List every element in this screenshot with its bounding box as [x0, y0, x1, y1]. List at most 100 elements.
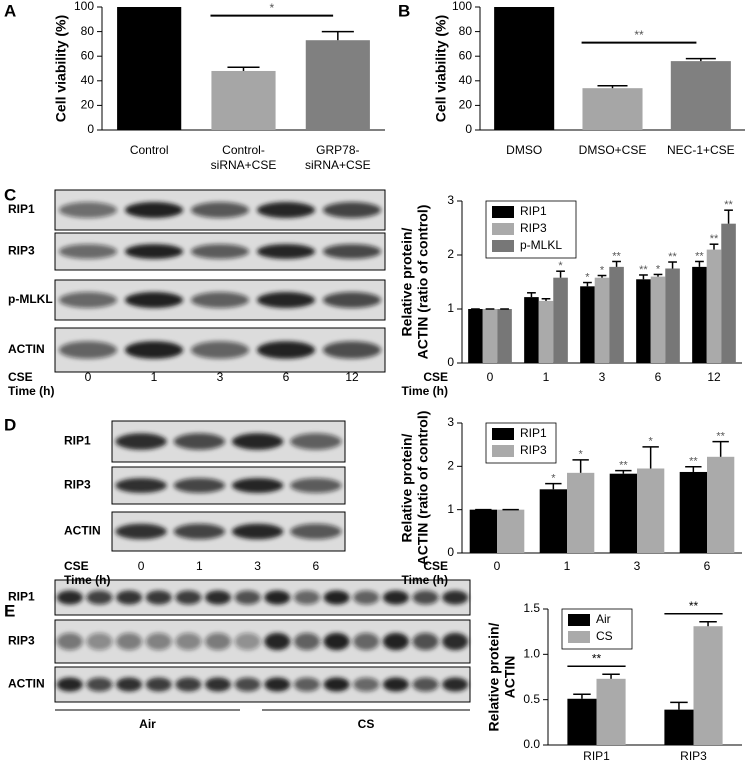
panel-letter: D: [4, 415, 16, 434]
legend-swatch: [492, 223, 514, 235]
x-tick-label: siRNA+CSE: [305, 158, 371, 172]
band: [115, 478, 167, 493]
band: [175, 590, 202, 605]
bar: [706, 249, 722, 363]
bar: [637, 468, 665, 553]
band: [190, 292, 250, 308]
bar: [468, 309, 483, 363]
band: [115, 433, 167, 450]
lane-label: 12: [345, 370, 359, 384]
band: [290, 433, 342, 450]
band: [58, 292, 118, 308]
lane-label: 0: [138, 559, 145, 573]
bar: [665, 268, 680, 363]
y-tick-label: 80: [459, 24, 473, 38]
x-tick-label: 6: [704, 559, 711, 573]
y-tick-label: 3: [447, 415, 454, 429]
band: [116, 590, 143, 605]
y-tick-label: 1.0: [523, 647, 540, 661]
band: [124, 292, 184, 308]
significance-label: *: [579, 449, 584, 461]
bar: [497, 309, 512, 363]
bar: [567, 698, 597, 745]
y-axis-label: ACTIN (ratio of control): [415, 411, 431, 566]
bar: [524, 297, 539, 363]
band: [116, 677, 143, 692]
significance-label: *: [551, 473, 556, 485]
blot-row-label: ACTIN: [64, 524, 101, 538]
legend-swatch: [492, 428, 514, 440]
bar: [636, 279, 651, 363]
x-tick-label: Control-: [222, 143, 265, 157]
blot-bands: [56, 677, 469, 692]
panel-letter: E: [4, 601, 15, 620]
band: [124, 341, 184, 359]
blot-row-label: ACTIN: [8, 342, 45, 356]
lane-label: 1: [151, 370, 158, 384]
y-tick-label: 0.5: [523, 692, 540, 706]
band: [204, 590, 232, 605]
y-tick-label: 20: [81, 98, 95, 112]
significance-label: **: [668, 251, 677, 263]
y-tick-label: 100: [452, 0, 472, 13]
bar: [567, 472, 595, 553]
band: [442, 590, 469, 605]
x-tick-label: GRP78-: [316, 143, 359, 157]
band: [442, 677, 469, 692]
lane-label: 3: [217, 370, 224, 384]
panel-letter: B: [398, 1, 410, 20]
band: [382, 677, 409, 692]
blot-row-label: RIP1: [8, 202, 35, 216]
band: [190, 244, 250, 259]
significance-label: *: [558, 260, 563, 272]
band: [173, 523, 226, 540]
y-tick-label: 1.5: [523, 601, 540, 615]
legend-label: Air: [596, 612, 611, 626]
band: [58, 202, 118, 218]
blot-bands: [56, 590, 469, 605]
y-tick-label: 0.0: [523, 737, 540, 751]
band: [231, 523, 284, 540]
y-tick-label: 0: [447, 545, 454, 559]
significance-label: **: [716, 431, 725, 443]
bar: [692, 266, 707, 363]
x-tick-label: RIP3: [680, 749, 707, 763]
band: [290, 523, 342, 540]
y-axis-label: Relative protein/: [399, 433, 415, 542]
bar: [553, 277, 568, 363]
y-tick-label: 60: [81, 48, 95, 62]
bar: [580, 286, 595, 363]
legend-swatch: [492, 240, 514, 252]
y-axis-label: Cell viability (%): [53, 15, 69, 122]
blot-row-label: RIP1: [8, 590, 35, 604]
x-axis-label: Time (h): [402, 573, 448, 587]
bar: [693, 626, 723, 745]
legend-label: RIP1: [520, 204, 547, 218]
band: [86, 590, 113, 605]
significance-label: **: [689, 456, 698, 468]
band: [56, 632, 83, 651]
band: [231, 433, 284, 450]
lane-axis-label: Time (h): [8, 384, 54, 398]
y-tick-label: 0: [465, 122, 472, 136]
y-tick-label: 0: [87, 122, 94, 136]
band: [293, 632, 321, 651]
band: [190, 202, 250, 218]
band: [234, 677, 261, 692]
band: [124, 202, 184, 218]
blot-bands: [58, 292, 382, 308]
x-tick-label: siRNA+CSE: [211, 158, 277, 172]
band: [323, 590, 350, 605]
bar: [609, 266, 624, 363]
legend-label: CS: [596, 629, 613, 643]
bar: [721, 223, 736, 363]
significance-label: *: [269, 1, 274, 15]
x-tick-label: Control: [130, 143, 169, 157]
band: [322, 202, 382, 218]
legend-swatch: [492, 206, 514, 218]
x-tick-label: DMSO+CSE: [579, 143, 647, 157]
bar: [594, 277, 610, 363]
bar: [538, 300, 554, 363]
blot-bands: [115, 523, 342, 540]
band: [204, 677, 232, 692]
